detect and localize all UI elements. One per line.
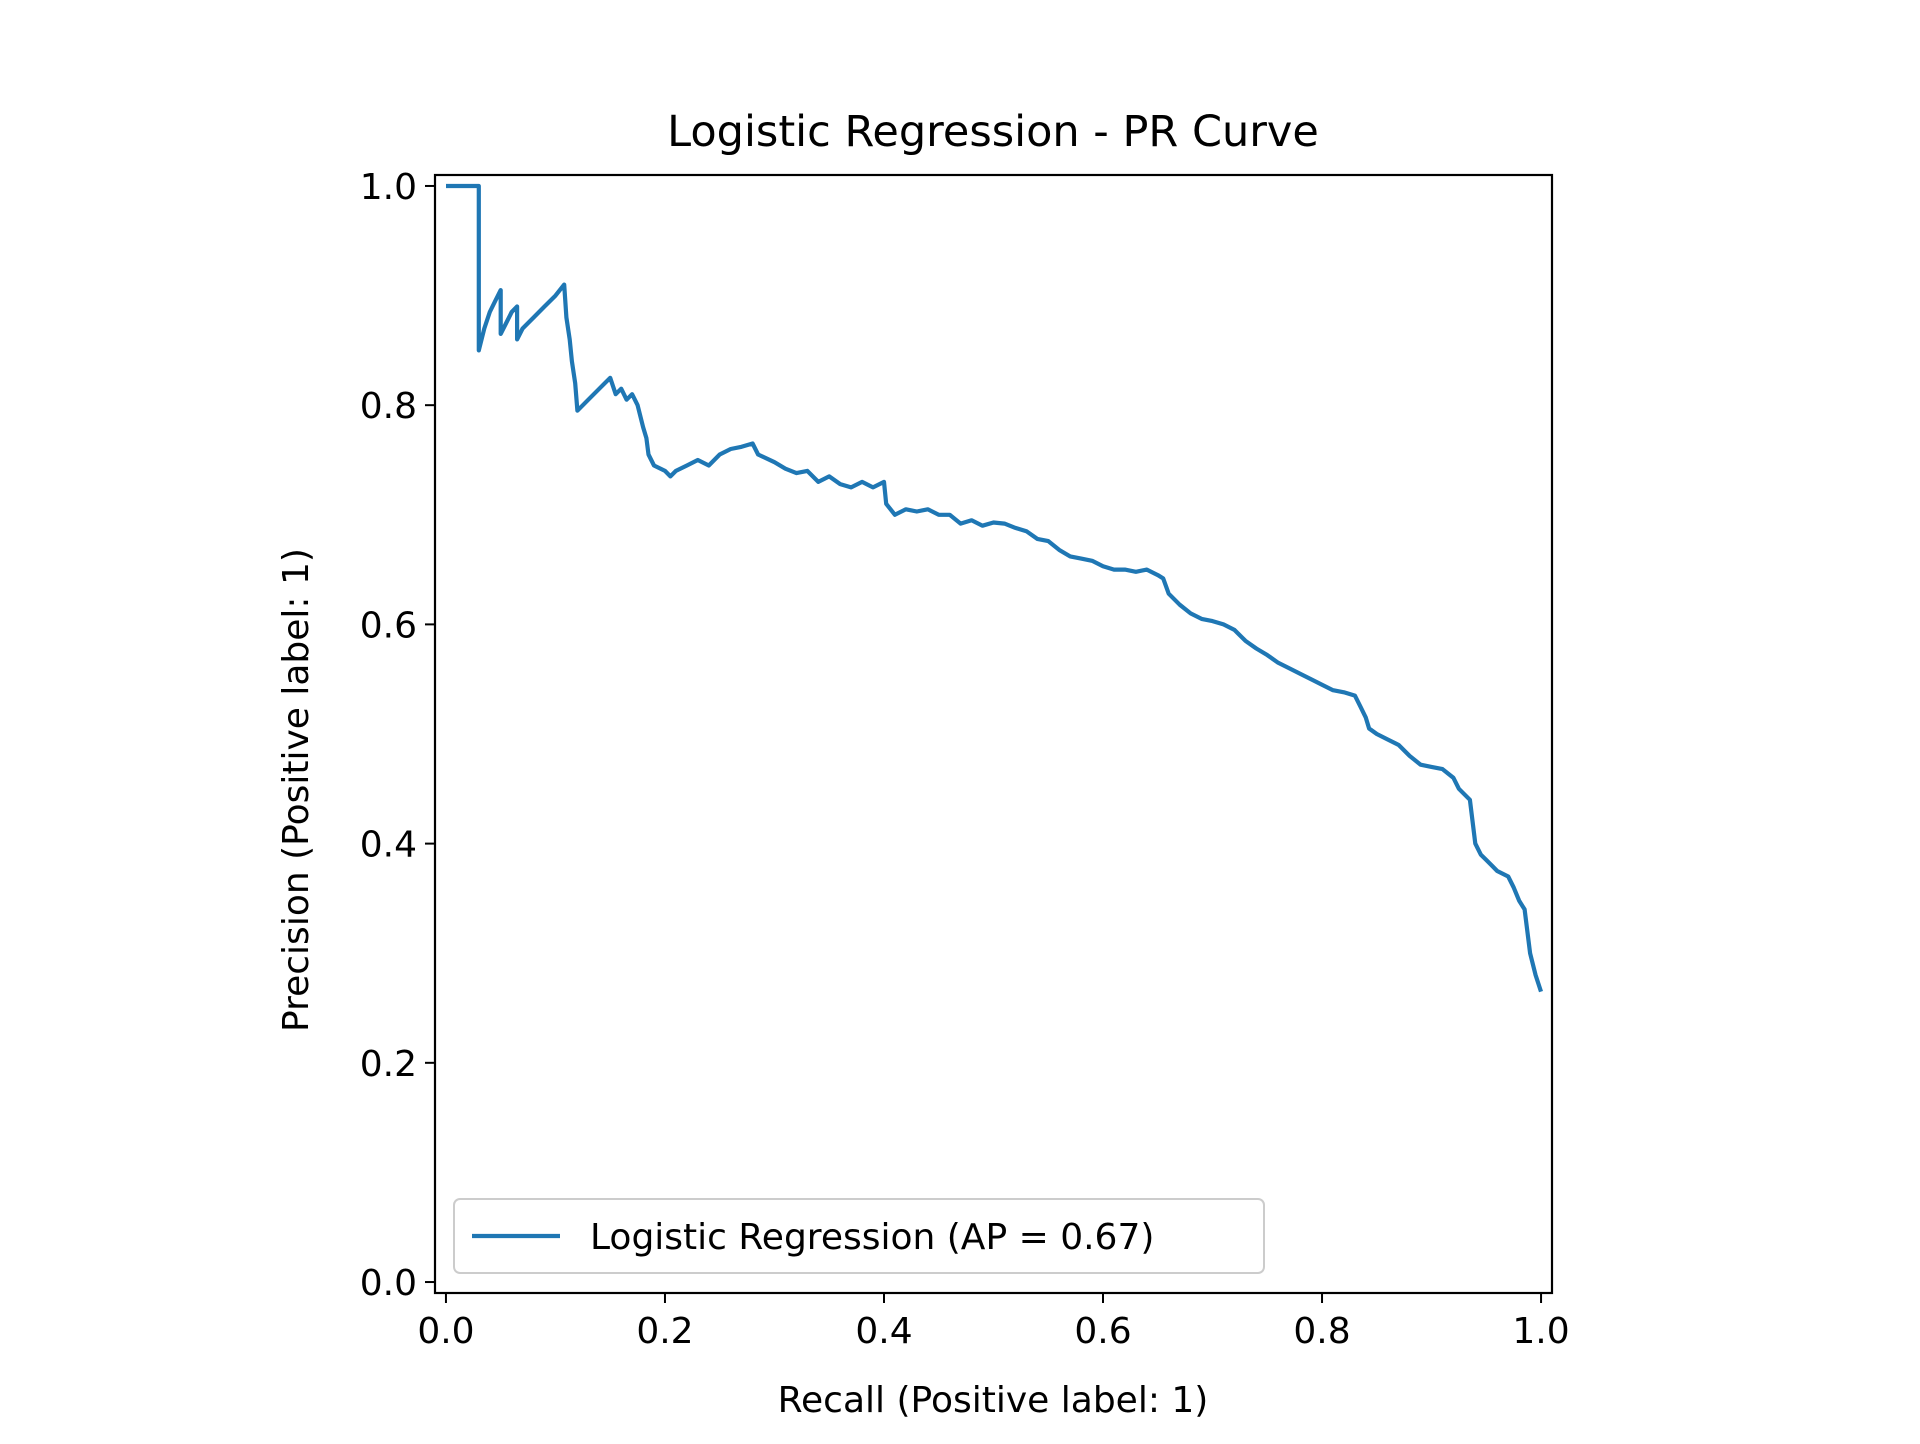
legend: Logistic Regression (AP = 0.67) <box>453 1198 1265 1274</box>
x-axis-label: Recall (Positive label: 1) <box>778 1380 1209 1421</box>
y-tick-label: 0.2 <box>360 1044 417 1085</box>
x-tick-label: 0.0 <box>417 1311 474 1352</box>
legend-label: Logistic Regression (AP = 0.67) <box>590 1217 1154 1258</box>
y-tick-label: 0.8 <box>360 386 417 427</box>
pr-curve-line <box>446 183 1543 993</box>
y-tick-label: 1.0 <box>360 167 417 208</box>
y-axis-ticks: 0.0 0.2 0.4 0.6 0.8 1.0 <box>360 167 435 1304</box>
y-axis-label: Precision (Positive label: 1) <box>276 548 317 1032</box>
x-tick-label: 0.4 <box>855 1311 912 1352</box>
legend-box <box>453 1198 1265 1274</box>
x-tick-label: 0.8 <box>1293 1311 1350 1352</box>
x-axis-ticks: 0.0 0.2 0.4 0.6 0.8 1.0 <box>417 1293 1570 1352</box>
y-tick-label: 0.0 <box>360 1263 417 1304</box>
chart-title: Logistic Regression - PR Curve <box>667 107 1319 157</box>
x-tick-label: 0.6 <box>1074 1311 1131 1352</box>
y-tick-label: 0.6 <box>360 605 417 646</box>
axes-frame <box>433 173 1554 1295</box>
y-tick-label: 0.4 <box>360 825 417 866</box>
plot-area <box>433 173 1554 1295</box>
x-tick-label: 1.0 <box>1512 1311 1569 1352</box>
x-tick-label: 0.2 <box>636 1311 693 1352</box>
